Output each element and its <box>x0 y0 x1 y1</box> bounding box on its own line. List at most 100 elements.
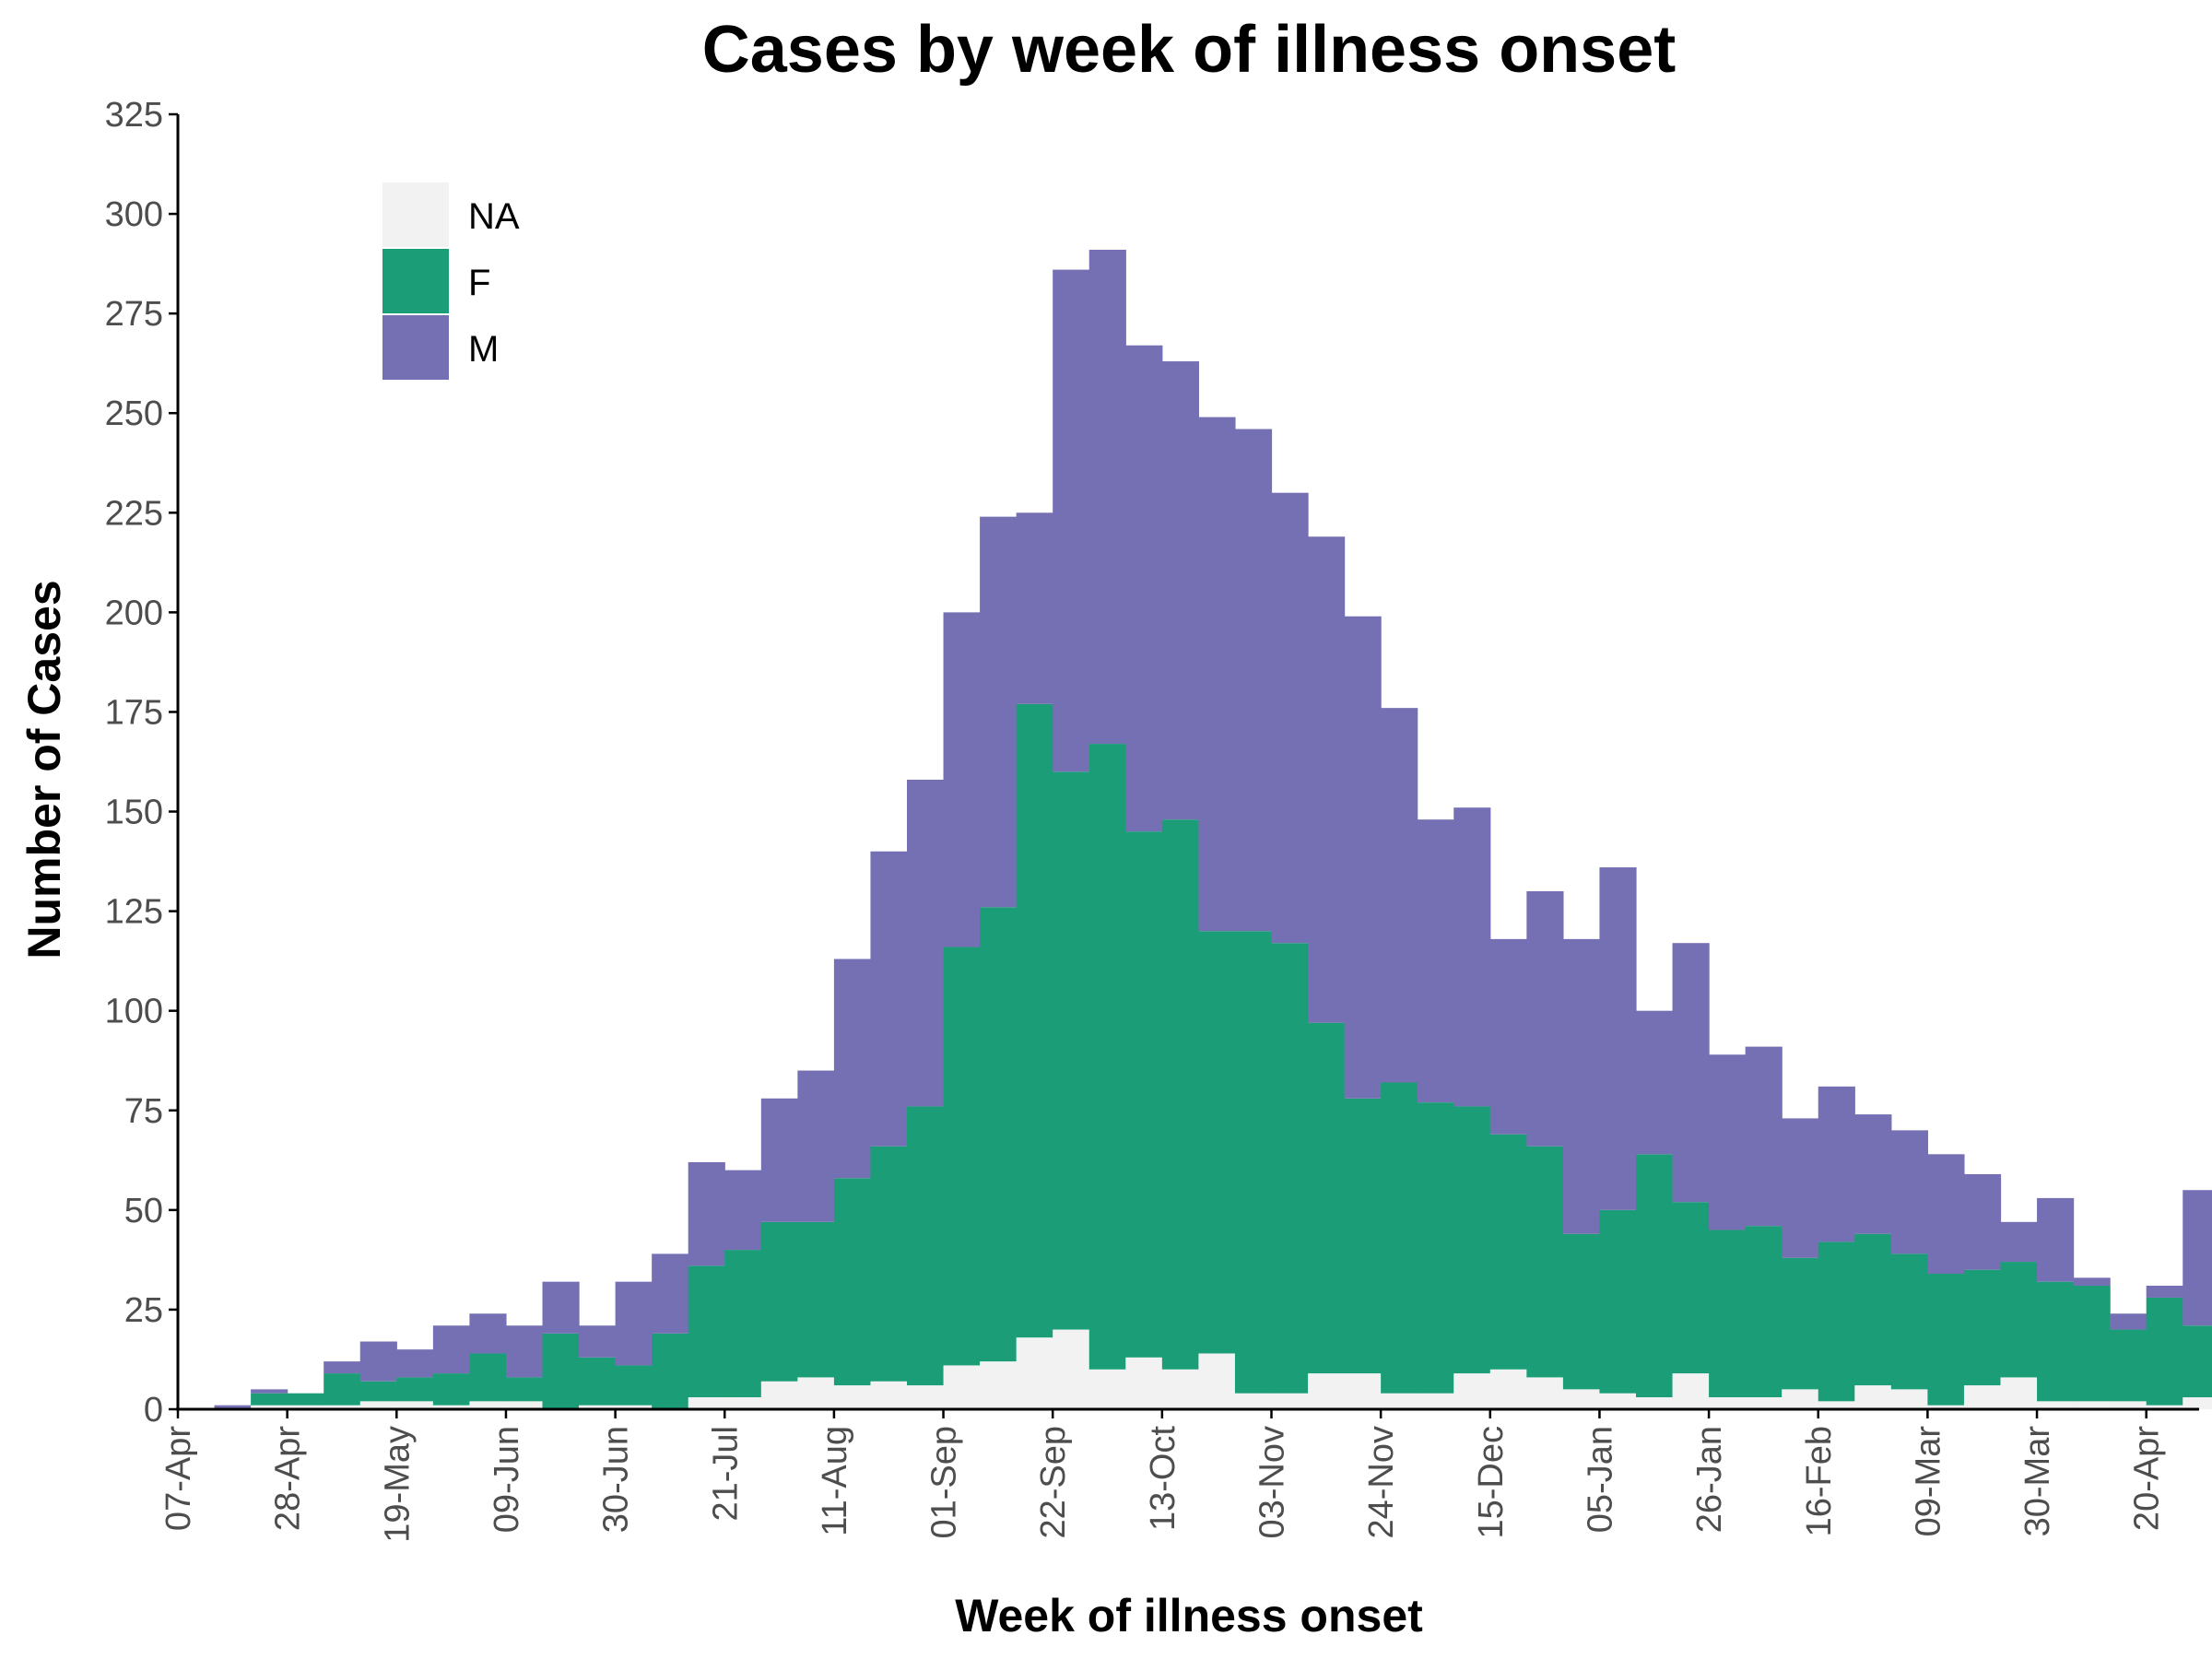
bar-f-16-Feb <box>1818 1241 1855 1402</box>
x-tick-label: 09-Jun <box>488 1426 526 1533</box>
bar-f-12-Jan <box>1636 1154 1674 1398</box>
bar-na-28-Apr <box>287 1405 324 1409</box>
bar-na-13-Oct <box>1161 1369 1199 1409</box>
bar-m-20-Oct <box>1198 417 1236 932</box>
bar-m-05-Jan <box>1599 867 1637 1210</box>
bar-na-08-Sep <box>980 1361 1018 1409</box>
bar-na-16-Feb <box>1818 1401 1855 1409</box>
bar-m-14-Jul <box>688 1161 725 1266</box>
legend: NA FM <box>382 182 520 380</box>
bar-m-23-Feb <box>1854 1114 1892 1234</box>
y-tick-label: 75 <box>124 1092 163 1131</box>
x-tick-label: 22-Sep <box>1034 1426 1073 1539</box>
bar-m-11-Aug <box>833 959 872 1179</box>
y-tick-label: 300 <box>105 195 163 234</box>
bar-m-02-Mar <box>1890 1130 1928 1254</box>
bar-na-01-Dec <box>1417 1393 1454 1409</box>
bar-f-20-Oct <box>1198 931 1236 1354</box>
bar-na-23-Jun <box>579 1405 617 1409</box>
bar-m-24-Nov <box>1381 708 1418 1083</box>
bar-na-21-Apr <box>251 1405 288 1409</box>
bar-f-18-Aug <box>870 1146 908 1382</box>
bar-f-24-Nov <box>1381 1082 1418 1394</box>
bar-f-02-Jun <box>469 1353 507 1402</box>
bar-f-17-Nov <box>1344 1098 1382 1374</box>
bar-m-21-Jul <box>724 1170 762 1251</box>
bar-m-12-Jan <box>1636 1010 1674 1155</box>
bar-na-13-Apr <box>2110 1401 2147 1409</box>
bar-na-17-Nov <box>1344 1373 1382 1409</box>
x-tick-label: 09-Mar <box>1909 1426 1947 1537</box>
bar-f-13-Apr <box>2110 1329 2147 1402</box>
bar-na-23-Feb <box>1854 1385 1892 1409</box>
bar-m-05-May <box>324 1361 361 1374</box>
bar-m-26-Jan <box>1709 1054 1747 1230</box>
y-axis-ticks: 0 25 50 75 100 125 150 175 200 225 250 275 300 325 <box>105 96 178 1430</box>
y-axis-title: Number of Cases <box>18 580 70 959</box>
y-tick-label: 275 <box>105 295 163 334</box>
y-tick-label: 100 <box>105 993 163 1031</box>
x-tick-label: 11-Aug <box>816 1426 854 1536</box>
x-tick-label: 05-Jan <box>1581 1426 1619 1533</box>
bar-f-21-Apr <box>251 1393 288 1406</box>
bar-f-19-May <box>396 1377 434 1402</box>
bar-na-26-May <box>432 1405 470 1409</box>
bar-m-08-Dec <box>1453 807 1491 1107</box>
bar-m-04-Aug <box>797 1070 835 1222</box>
bar-f-26-Jan <box>1709 1230 1747 1398</box>
bar-f-22-Sep <box>1053 771 1090 1330</box>
bar-na-12-Jan <box>1636 1397 1674 1409</box>
bar-na-04-Aug <box>797 1377 835 1409</box>
bar-m-13-Apr <box>2110 1313 2147 1330</box>
bar-f-05-Jan <box>1599 1209 1637 1394</box>
bar-f-15-Dec <box>1489 1134 1527 1370</box>
bar-f-06-Apr <box>2073 1285 2111 1402</box>
bar-m-02-Jun <box>469 1313 507 1354</box>
bar-f-30-Jun <box>615 1365 653 1406</box>
bar-na-02-Mar <box>1890 1389 1928 1409</box>
bar-f-16-Jun <box>542 1333 580 1409</box>
x-tick-label: 13-Oct <box>1144 1426 1182 1531</box>
bar-f-23-Jun <box>579 1357 617 1406</box>
bar-na-09-Feb <box>1782 1389 1819 1409</box>
bar-m-22-Sep <box>1053 269 1090 772</box>
legend-label-na: NA <box>468 196 520 237</box>
bar-f-08-Sep <box>980 907 1018 1362</box>
bar-na-27-Oct <box>1234 1393 1273 1409</box>
bar-m-01-Sep <box>943 612 981 947</box>
bar-m-29-Sep <box>1088 249 1126 745</box>
bar-f-01-Dec <box>1417 1102 1454 1394</box>
x-tick-label: 07-Apr <box>159 1426 198 1531</box>
bar-f-26-May <box>432 1373 470 1406</box>
legend-label-f: F <box>468 263 490 303</box>
bar-f-11-Aug <box>833 1178 872 1386</box>
y-tick-label: 50 <box>124 1192 163 1230</box>
bar-na-27-Apr <box>2183 1397 2212 1409</box>
bar-f-23-Feb <box>1854 1233 1892 1386</box>
bar-na-23-Mar <box>2000 1377 2038 1409</box>
bar-f-03-Nov <box>1271 943 1309 1394</box>
bar-na-06-Oct <box>1125 1357 1163 1409</box>
bar-m-02-Feb <box>1745 1046 1783 1227</box>
x-axis-ticks: 07-Apr 28-Apr 19-May 09-Jun 30-Jun 21-Jul 11-A… <box>159 1409 2167 1543</box>
bar-f-05-May <box>324 1373 361 1406</box>
bar-na-11-Aug <box>833 1385 872 1409</box>
bar-f-02-Mar <box>1890 1253 1928 1390</box>
bar-na-25-Aug <box>907 1385 945 1409</box>
bar-f-19-Jan <box>1672 1202 1710 1374</box>
legend-label-m: M <box>468 329 499 370</box>
bar-f-06-Oct <box>1125 831 1163 1358</box>
bar-na-19-Jan <box>1672 1373 1710 1409</box>
y-tick-label: 150 <box>105 794 163 832</box>
bar-na-09-Jun <box>505 1401 544 1409</box>
y-tick-label: 25 <box>124 1291 163 1330</box>
bar-na-10-Nov <box>1308 1373 1346 1409</box>
legend-swatch-na <box>382 182 449 247</box>
x-tick-label: 21-Jul <box>706 1426 745 1522</box>
x-tick-label: 28-Apr <box>269 1426 308 1531</box>
bar-m-06-Oct <box>1125 345 1163 832</box>
bar-m-14-Apr <box>214 1405 252 1409</box>
bar-m-01-Dec <box>1417 819 1454 1103</box>
bar-m-09-Mar <box>1927 1154 1965 1275</box>
